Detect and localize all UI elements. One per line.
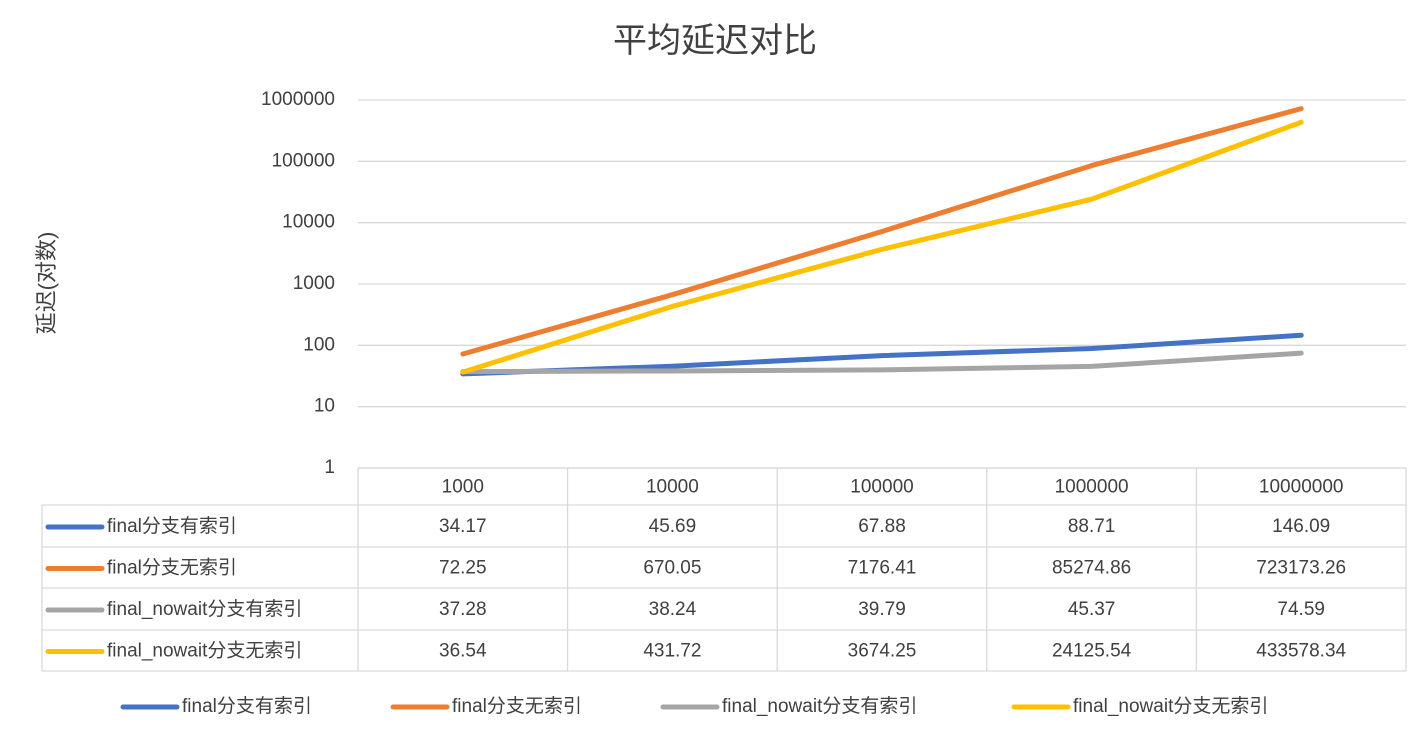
table-cell: 670.05 [643, 558, 701, 579]
table-cell: 36.54 [439, 641, 487, 662]
table-cell: 85274.86 [1052, 558, 1131, 579]
y-tick-label: 1 [324, 457, 335, 478]
y-tick-label: 100 [303, 334, 335, 355]
y-tick-label: 1000 [293, 273, 335, 294]
table-row-label: final分支有索引 [107, 515, 237, 537]
legend-label: final分支有索引 [182, 695, 312, 717]
series-line [460, 119, 1304, 375]
table-cell: 88.71 [1068, 516, 1116, 537]
table-cell: 24125.54 [1052, 641, 1132, 662]
table-cell: 74.59 [1277, 599, 1325, 620]
x-tick-label: 100000 [850, 477, 913, 498]
series-line [460, 106, 1304, 357]
x-tick-label: 1000000 [1055, 477, 1129, 498]
table-row-label: final_nowait分支有索引 [107, 598, 302, 620]
table-cell: 3674.25 [848, 641, 917, 662]
table-row-label: final分支无索引 [107, 557, 237, 579]
table-cell: 34.17 [439, 516, 487, 537]
table-cell: 38.24 [649, 599, 697, 620]
table-cell: 433578.34 [1256, 641, 1346, 662]
table-cell: 431.72 [643, 641, 701, 662]
table-cell: 45.69 [649, 516, 697, 537]
table-cell: 45.37 [1068, 599, 1116, 620]
table-cell: 7176.41 [848, 558, 917, 579]
table-cell: 723173.26 [1256, 558, 1346, 579]
legend-label: final_nowait分支有索引 [722, 695, 917, 717]
x-tick-label: 1000 [442, 477, 484, 498]
y-tick-label: 10 [314, 396, 335, 417]
chart-title: 平均延迟对比 [613, 22, 817, 60]
table-cell: 37.28 [439, 599, 487, 620]
series-line [460, 350, 1304, 375]
x-tick-label: 10000000 [1259, 477, 1344, 498]
y-tick-label: 10000 [282, 212, 335, 233]
y-tick-label: 100000 [272, 150, 335, 171]
table-cell: 67.88 [858, 516, 906, 537]
table-row-label: final_nowait分支无索引 [107, 640, 302, 662]
table-cell: 146.09 [1272, 516, 1330, 537]
x-tick-label: 10000 [646, 477, 699, 498]
legend-label: final_nowait分支无索引 [1073, 695, 1268, 717]
table-cell: 72.25 [439, 558, 487, 579]
legend-label: final分支无索引 [452, 695, 582, 717]
y-axis-label: 延迟(对数) [34, 232, 59, 335]
y-tick-label: 1000000 [261, 89, 335, 110]
table-cell: 39.79 [858, 599, 906, 620]
